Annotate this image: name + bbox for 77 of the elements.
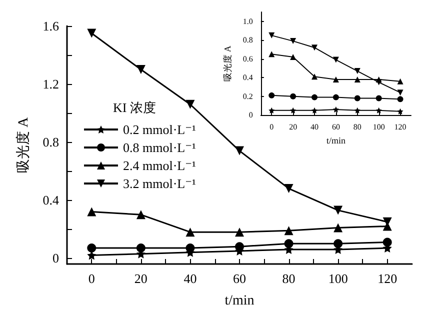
- point: [136, 244, 146, 253]
- point: [382, 238, 392, 247]
- x-tick-label: 100: [328, 271, 348, 286]
- point: [354, 107, 360, 114]
- y-tick-label: 0.6: [242, 54, 253, 64]
- point: [268, 92, 275, 98]
- point: [397, 96, 404, 102]
- y-tick-label: 0.8: [242, 36, 253, 45]
- x-tick-label: 80: [282, 271, 296, 286]
- y-axis-title: 吸光度 A: [222, 45, 232, 82]
- point: [397, 108, 404, 114]
- point: [136, 210, 146, 220]
- x-axis-title: t/min: [224, 294, 254, 308]
- point: [268, 107, 275, 114]
- point: [290, 107, 296, 114]
- point: [290, 93, 296, 100]
- point: [354, 76, 360, 82]
- point: [87, 28, 96, 38]
- point: [332, 94, 339, 100]
- x-tick-label: 60: [233, 271, 246, 286]
- point: [397, 90, 404, 96]
- x-tick-label: 120: [378, 271, 398, 286]
- y-tick-label: 1.2: [42, 76, 59, 92]
- y-tick-label: 1.0: [242, 16, 253, 26]
- legend-title: KI 浓度: [113, 100, 156, 115]
- point: [376, 79, 382, 86]
- point: [186, 228, 195, 237]
- point: [332, 106, 339, 112]
- point: [136, 65, 146, 74]
- x-tick-label: 40: [310, 122, 319, 132]
- point: [334, 206, 343, 215]
- point: [312, 94, 318, 100]
- point: [235, 228, 244, 237]
- point: [334, 239, 343, 248]
- point: [284, 226, 294, 236]
- point: [284, 184, 294, 194]
- point: [376, 95, 382, 102]
- y-axis-title: 吸光度 A: [16, 116, 32, 173]
- point: [284, 239, 294, 248]
- x-tick-label: 20: [289, 122, 298, 132]
- y-tick-label: 0.8: [42, 134, 59, 150]
- legend-label: 3.2 mmol·L⁻¹: [123, 176, 196, 191]
- x-tick-label: 0: [270, 122, 274, 132]
- point: [354, 95, 360, 102]
- point: [312, 107, 318, 114]
- legend-label: 0.8 mmol·L⁻¹: [123, 140, 196, 155]
- point: [186, 100, 195, 109]
- y-tick-label: 0.2: [242, 92, 253, 101]
- point: [354, 68, 360, 74]
- y-tick-label: 0.4: [42, 192, 60, 208]
- x-tick-label: 40: [184, 271, 197, 286]
- x-tick-label: 100: [372, 122, 385, 132]
- y-tick-label: 0: [52, 250, 59, 266]
- legend-label: 0.2 mmol·L⁻¹: [123, 122, 196, 137]
- point: [334, 223, 343, 232]
- y-tick-label: 0.4: [242, 73, 253, 82]
- legend-label: 2.4 mmol·L⁻¹: [123, 158, 196, 173]
- point: [87, 207, 96, 216]
- point: [332, 56, 339, 63]
- x-tick-label: 20: [134, 271, 148, 286]
- x-tick-label: 120: [394, 122, 406, 132]
- point: [397, 78, 404, 84]
- point: [235, 146, 244, 156]
- point: [268, 32, 275, 38]
- point: [290, 38, 296, 44]
- x-tick-label: 80: [353, 122, 362, 132]
- point: [376, 107, 382, 114]
- x-tick-label: 0: [88, 271, 95, 286]
- point: [268, 51, 275, 58]
- point: [87, 244, 96, 253]
- x-axis-title: t/min: [326, 136, 346, 146]
- point: [312, 74, 318, 80]
- x-tick-label: 60: [332, 122, 340, 132]
- point: [312, 44, 318, 51]
- y-tick-label: 0: [248, 110, 253, 120]
- point: [332, 76, 339, 82]
- y-tick-label: 1.6: [42, 18, 60, 34]
